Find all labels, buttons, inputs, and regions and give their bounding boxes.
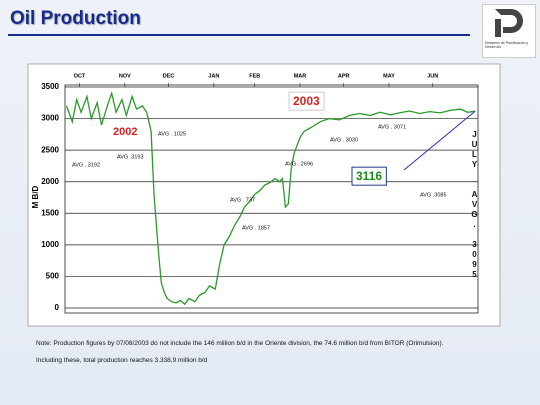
plot-area [64, 84, 479, 314]
annotation: AVG .3085 [420, 192, 447, 198]
y-tick-label: 1500 [41, 208, 59, 217]
x-tick-label: FEB [249, 73, 260, 79]
logo: Ministerio de Planificación y Desarrollo [482, 4, 536, 58]
y-tick-label: 0 [55, 303, 60, 312]
annotation: AVG . 3071 [378, 124, 406, 130]
annotation-box [288, 91, 325, 111]
annotation: 2002 [113, 126, 137, 138]
x-tick-label: DEC [163, 73, 175, 79]
annotation: 2003 [293, 94, 320, 108]
x-tick-label: MAY [383, 73, 395, 79]
y-tick-label: 3500 [41, 82, 59, 91]
annotation: AVG . 737 [230, 197, 255, 203]
note: Including these, total production reache… [36, 357, 208, 364]
annotation: AVG .3193 [117, 154, 144, 160]
y-tick-label: 500 [46, 272, 60, 281]
y-tick-label: 1000 [41, 240, 59, 249]
y-axis-label: M B/D [31, 185, 40, 208]
x-tick-label: MAR [294, 73, 307, 79]
title-rule [8, 34, 470, 36]
x-tick-label: NOV [119, 73, 131, 79]
note: Note: Production figures by 07/08/2003 d… [36, 340, 444, 347]
annotation: AVG . 2696 [285, 161, 313, 167]
annotation: AVG . 1857 [242, 225, 270, 231]
annotation-box [351, 166, 387, 186]
side-label: JULY [470, 130, 479, 170]
x-tick-label: JAN [208, 73, 219, 79]
data-line [65, 90, 476, 306]
logo-text: Ministerio de Planificación y Desarrollo [485, 41, 529, 49]
annotation: AVG . 3192 [72, 162, 100, 168]
y-tick-label: 3000 [41, 114, 59, 123]
x-tick-label: APR [338, 73, 350, 79]
logo-mark [495, 9, 523, 37]
y-tick-label: 2000 [41, 177, 59, 186]
x-tick-label: OCT [74, 73, 86, 79]
y-tick-label: 2500 [41, 145, 59, 154]
x-tick-label: JUN [427, 73, 438, 79]
annotation: 3116 [356, 169, 382, 183]
pointer [403, 110, 476, 171]
annotation: AVG . 3030 [330, 137, 358, 143]
annotation: AVG . 1025 [158, 131, 186, 137]
slide-title: Oil Production [10, 8, 141, 29]
side-label: AVG. 3095 [470, 190, 479, 280]
